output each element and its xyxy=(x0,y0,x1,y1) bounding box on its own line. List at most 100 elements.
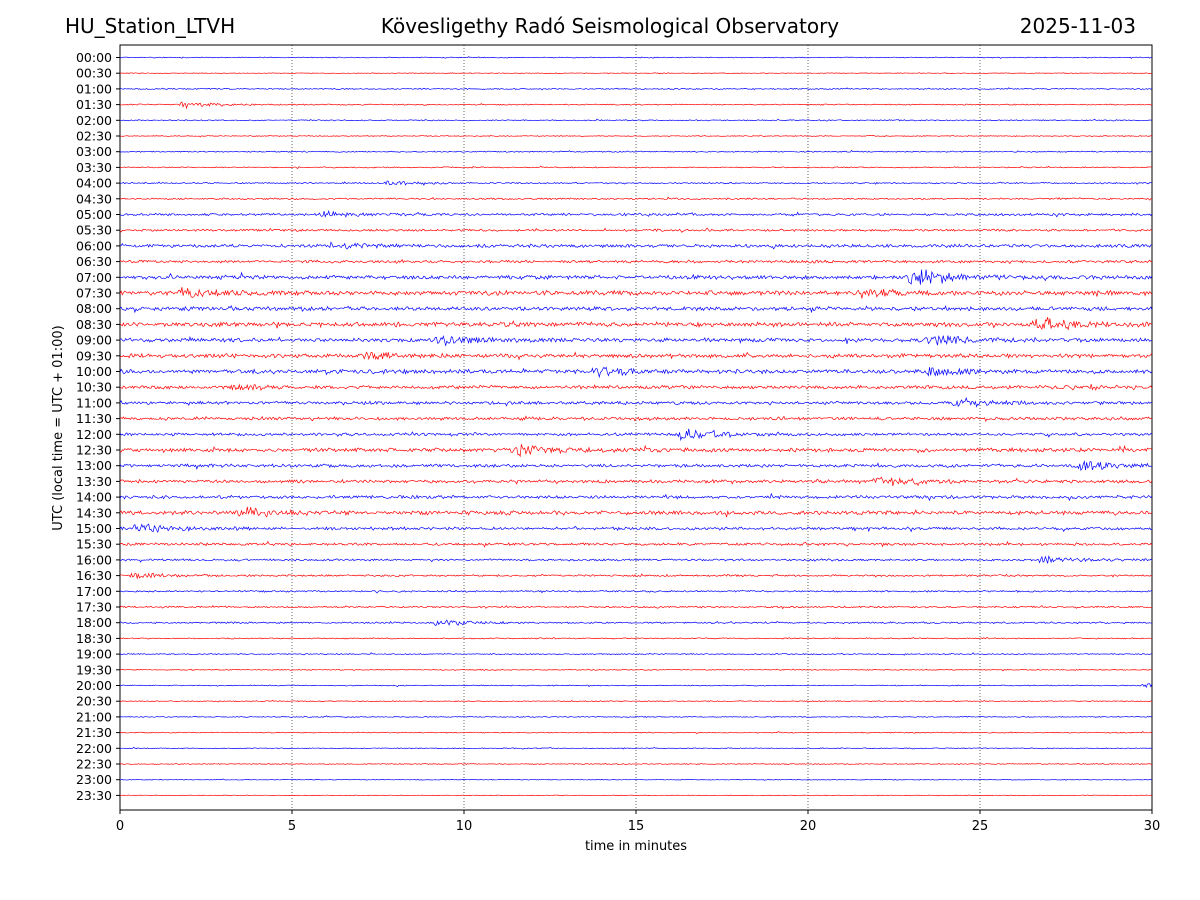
y-tick-label: 09:30 xyxy=(76,348,112,363)
trace-1730 xyxy=(119,605,1153,610)
x-tick-label: 0 xyxy=(116,819,124,834)
trace-1030 xyxy=(119,383,1153,391)
y-tick-label: 14:30 xyxy=(76,505,112,520)
trace-2000 xyxy=(119,683,1153,689)
trace-2230 xyxy=(119,762,1153,766)
trace-1130 xyxy=(119,415,1153,423)
trace-0100 xyxy=(119,87,1153,91)
x-tick-labels: 0 5 10 15 20 25 30 xyxy=(116,810,1160,834)
y-tick-label: 03:00 xyxy=(76,144,112,159)
y-tick-label: 04:00 xyxy=(76,176,112,191)
y-tick-label: 02:00 xyxy=(76,113,112,128)
trace-1230 xyxy=(119,444,1153,458)
y-tick-label: 21:00 xyxy=(76,709,112,724)
trace-1500 xyxy=(119,523,1153,534)
y-tick-label: 10:00 xyxy=(76,364,112,379)
x-tick-label: 30 xyxy=(1144,819,1161,834)
y-tick-label: 08:30 xyxy=(76,317,112,332)
y-tick-label: 11:30 xyxy=(76,411,112,426)
y-tick-label: 23:30 xyxy=(76,788,112,803)
y-tick-label: 03:30 xyxy=(76,160,112,175)
y-tick-label: 17:00 xyxy=(76,584,112,599)
y-tick-label: 00:00 xyxy=(76,50,112,65)
y-tick-labels: 00:0000:3001:0001:3002:0002:3003:0003:30… xyxy=(76,50,120,803)
trace-2130 xyxy=(119,731,1153,735)
y-tick-label: 05:00 xyxy=(76,207,112,222)
trace-0000 xyxy=(119,56,1153,59)
trace-1330 xyxy=(119,476,1153,487)
trace-2100 xyxy=(119,715,1153,719)
trace-0930 xyxy=(119,351,1153,361)
trace-0400 xyxy=(119,180,1153,186)
y-tick-label: 14:00 xyxy=(76,490,112,505)
y-tick-label: 12:00 xyxy=(76,427,112,442)
trace-1430 xyxy=(119,506,1153,518)
trace-1800 xyxy=(119,619,1153,627)
trace-1900 xyxy=(119,652,1152,656)
trace-0800 xyxy=(119,305,1153,314)
y-tick-label: 20:30 xyxy=(76,694,112,709)
y-tick-label: 23:00 xyxy=(76,772,112,787)
y-tick-label: 15:00 xyxy=(76,521,112,536)
y-tick-label: 12:30 xyxy=(76,443,112,458)
trace-0330 xyxy=(119,165,1153,169)
trace-1530 xyxy=(119,540,1153,548)
y-tick-label: 11:00 xyxy=(76,395,112,410)
chart-date: 2025-11-03 xyxy=(1019,14,1136,38)
y-tick-label: 04:30 xyxy=(76,191,112,206)
y-tick-label: 22:30 xyxy=(76,757,112,772)
trace-2300 xyxy=(119,778,1153,781)
y-tick-label: 13:00 xyxy=(76,458,112,473)
trace-0430 xyxy=(119,196,1153,201)
trace-1600 xyxy=(119,555,1153,564)
trace-0900 xyxy=(119,335,1153,346)
trace-0730 xyxy=(119,287,1153,299)
trace-2030 xyxy=(119,699,1153,703)
y-tick-label: 19:30 xyxy=(76,662,112,677)
y-tick-label: 07:00 xyxy=(76,270,112,285)
trace-1200 xyxy=(119,428,1153,442)
x-axis-label: time in minutes xyxy=(585,839,687,854)
y-tick-label: 22:00 xyxy=(76,741,112,756)
trace-2200 xyxy=(119,746,1153,750)
trace-0600 xyxy=(119,241,1153,250)
y-tick-label: 16:30 xyxy=(76,568,112,583)
y-tick-label: 13:30 xyxy=(76,474,112,489)
trace-0200 xyxy=(119,118,1153,122)
y-tick-label: 10:30 xyxy=(76,380,112,395)
y-tick-label: 16:00 xyxy=(76,552,112,567)
trace-1300 xyxy=(119,460,1153,471)
y-tick-label: 19:00 xyxy=(76,647,112,662)
x-tick-label: 15 xyxy=(628,819,645,834)
y-tick-label: 01:00 xyxy=(76,81,112,96)
y-tick-label: 15:30 xyxy=(76,537,112,552)
trace-0530 xyxy=(119,227,1153,233)
trace-1100 xyxy=(119,396,1153,408)
trace-0130 xyxy=(119,101,1153,110)
y-tick-label: 20:00 xyxy=(76,678,112,693)
y-axis-label: UTC (local time = UTC + 01:00) xyxy=(51,325,66,530)
x-tick-label: 10 xyxy=(456,819,473,834)
trace-0300 xyxy=(119,149,1153,153)
y-tick-label: 02:30 xyxy=(76,129,112,144)
y-tick-label: 05:30 xyxy=(76,223,112,238)
chart-title: Kövesligethy Radó Seismological Observat… xyxy=(380,14,840,38)
y-tick-label: 01:30 xyxy=(76,97,112,112)
y-tick-label: 18:30 xyxy=(76,631,112,646)
trace-0030 xyxy=(119,72,1153,75)
y-tick-label: 07:30 xyxy=(76,286,112,301)
y-tick-label: 06:00 xyxy=(76,238,112,253)
trace-1930 xyxy=(119,668,1153,672)
trace-1630 xyxy=(119,572,1153,580)
trace-0630 xyxy=(119,258,1153,265)
y-tick-label: 00:30 xyxy=(76,66,112,81)
x-tick-label: 5 xyxy=(288,819,296,834)
trace-1700 xyxy=(119,589,1153,594)
trace-2330 xyxy=(119,794,1153,797)
y-tick-label: 21:30 xyxy=(76,725,112,740)
trace-0700 xyxy=(119,269,1153,285)
trace-0500 xyxy=(119,209,1153,218)
trace-0830 xyxy=(119,317,1153,331)
trace-0230 xyxy=(119,135,1153,138)
